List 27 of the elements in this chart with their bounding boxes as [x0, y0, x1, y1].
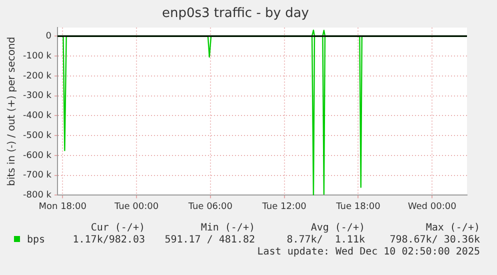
text: Cur (-/+) [90, 222, 145, 234]
y-tick-label: 0 [46, 31, 52, 42]
text: Min (-/+) [200, 222, 255, 234]
y-tick-label: -500 k [23, 130, 52, 141]
y-tick-label: -800 k [23, 190, 52, 201]
text: 1.17k/982.03 [72, 234, 145, 246]
chart-title: enp0s3 traffic - by day [162, 6, 310, 22]
y-tick-label: -600 k [23, 150, 52, 161]
y-tick-label: -700 k [23, 170, 52, 181]
text: 8.77k/ 1.11k [286, 234, 365, 246]
x-tick-label: Mon 18:00 [38, 202, 87, 212]
y-tick-label: -400 k [23, 111, 52, 122]
y-axis-title: bits in (-) / out (+) per second [6, 36, 18, 186]
x-tick-label: Tue 18:00 [335, 202, 381, 212]
x-tick-label: Tue 06:00 [187, 202, 233, 212]
text: Avg (-/+) [310, 222, 365, 234]
text: Max (-/+) [426, 222, 480, 234]
text: 591.17 / 481.82 [164, 234, 255, 246]
y-tick-label: -100 k [23, 51, 52, 62]
text: Last update: Wed Dec 10 02:50:00 2025 [257, 246, 480, 258]
y-tick-label: -300 k [23, 91, 52, 102]
text: 798.67k/ 30.36k [390, 234, 480, 246]
x-tick-label: Tue 12:00 [261, 202, 307, 212]
x-tick-label: Wed 00:00 [408, 202, 457, 212]
y-tick-label: -200 k [23, 71, 52, 82]
legend-label: bps [27, 234, 46, 246]
x-tick-label: Tue 00:00 [113, 202, 159, 212]
